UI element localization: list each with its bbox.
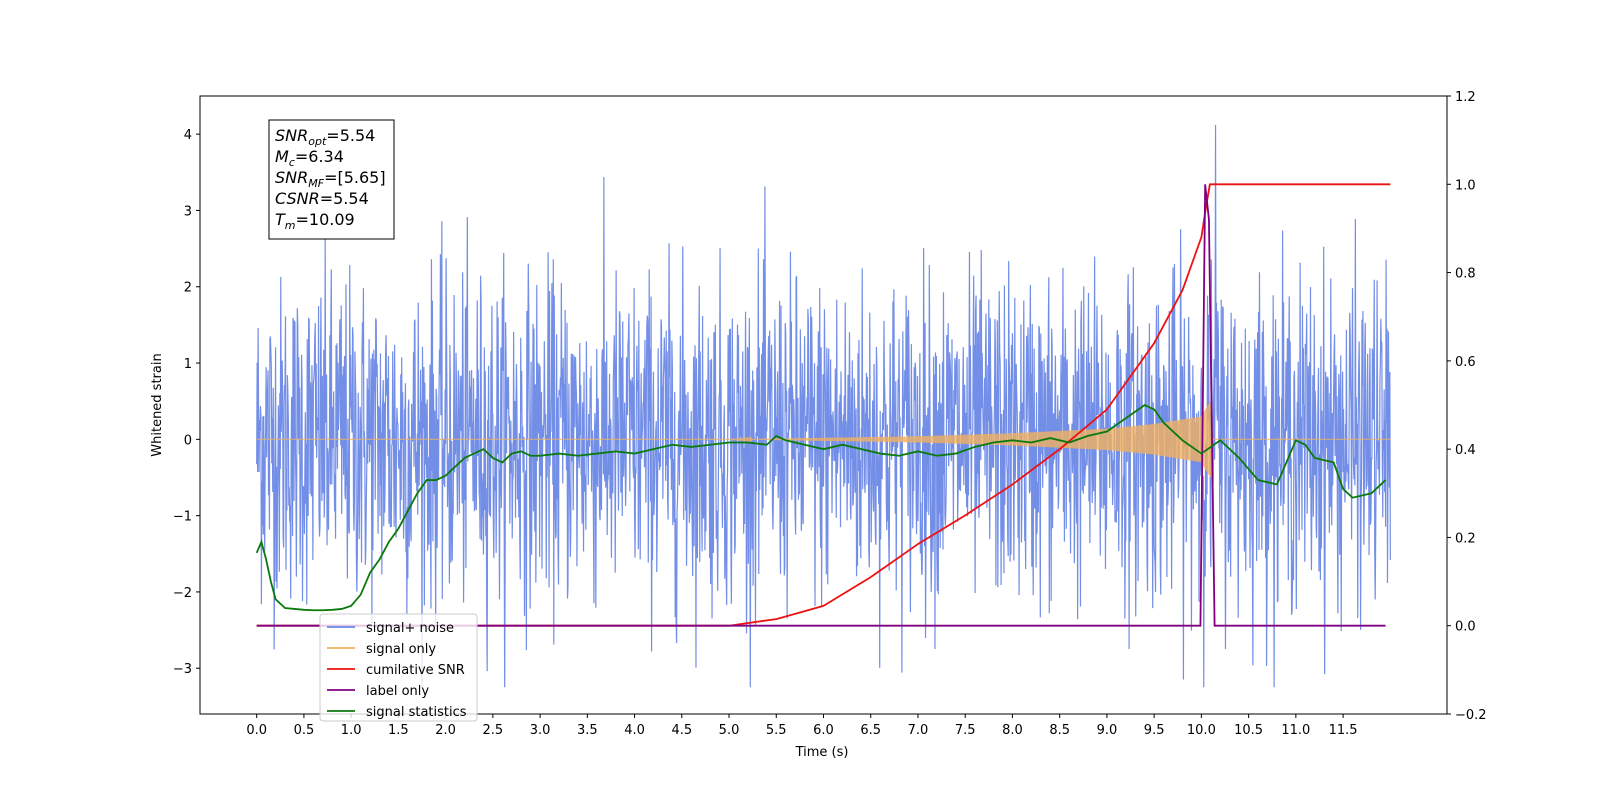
x-axis: 0.0 0.5 1.0 1.5 2.0 2.5 3.0 3.5 4.0 4.5 5.0 5.5 6.0 6… <box>246 714 1358 738</box>
x-tick-label: 6.0 <box>813 723 834 738</box>
x-tick-label: 6.5 <box>860 723 881 738</box>
series-cumulative-snr <box>256 183 1391 627</box>
series-signal-only <box>256 401 1391 478</box>
x-axis-label: Time (s) <box>795 745 849 760</box>
y-tick-label: −2 <box>173 586 192 601</box>
annotation-line: Mc=6.34 <box>275 147 344 169</box>
y-axis-label: Whitened strain <box>150 353 165 456</box>
y-tick-label: 4 <box>184 128 192 143</box>
x-tick-label: 3.0 <box>530 723 551 738</box>
y-right-tick-label: 0.6 <box>1455 355 1476 370</box>
legend: signal+ noise signal only cumilative SNR la… <box>319 613 478 722</box>
signal-statistics-layer <box>255 403 1387 612</box>
x-tick-label: 1.0 <box>341 723 362 738</box>
legend-label: signal only <box>366 642 436 657</box>
legend-frame <box>319 613 478 722</box>
plot-area <box>255 124 1391 688</box>
annotation-frame <box>268 119 395 240</box>
y-right-tick-label: 1.0 <box>1455 178 1476 193</box>
noise-layer <box>256 124 1391 688</box>
x-tick-label: 1.5 <box>388 723 409 738</box>
y-tick-label: 3 <box>184 204 192 219</box>
annotation-line: SNRopt=5.54 <box>275 126 375 148</box>
y-axis-left: −3 −2 −1 0 1 2 3 4 <box>173 128 200 677</box>
annotation-line: SNRMF=[5.65] <box>275 168 386 190</box>
legend-label: signal+ noise <box>366 621 454 636</box>
y-right-tick-label: 0.0 <box>1455 620 1476 635</box>
x-tick-label: 10.5 <box>1234 723 1263 738</box>
x-tick-label: 11.0 <box>1281 723 1310 738</box>
y-tick-label: 2 <box>184 281 192 296</box>
x-tick-label: 10.0 <box>1187 723 1216 738</box>
x-tick-label: 9.0 <box>1097 723 1118 738</box>
series-signal-noise <box>256 124 1391 688</box>
cumulative-snr-layer <box>256 183 1391 627</box>
x-tick-label: 11.5 <box>1329 723 1358 738</box>
y-right-tick-label: −0.2 <box>1455 708 1487 723</box>
y-tick-label: 0 <box>184 433 192 448</box>
legend-label: label only <box>366 684 429 699</box>
x-tick-label: 8.0 <box>1002 723 1023 738</box>
x-tick-label: 7.5 <box>955 723 976 738</box>
y-right-tick-label: 0.8 <box>1455 267 1476 282</box>
series-signal-statistics <box>255 403 1387 612</box>
x-tick-label: 9.5 <box>1144 723 1165 738</box>
x-tick-label: 4.5 <box>671 723 692 738</box>
x-tick-label: 0.0 <box>246 723 267 738</box>
x-tick-label: 2.0 <box>435 723 456 738</box>
x-tick-label: 7.0 <box>908 723 929 738</box>
y-tick-label: 1 <box>184 357 192 372</box>
y-right-tick-label: 1.2 <box>1455 90 1476 105</box>
label-only-layer <box>256 184 1386 627</box>
annotation-line: Tm=10.09 <box>275 210 355 232</box>
x-tick-label: 3.5 <box>577 723 598 738</box>
x-tick-label: 8.5 <box>1049 723 1070 738</box>
y-axis-right: −0.2 0.0 0.2 0.4 0.6 0.8 1.0 1.2 <box>1447 90 1487 723</box>
x-tick-label: 0.5 <box>294 723 315 738</box>
annotation-line: CSNR=5.54 <box>275 189 369 208</box>
series-label-only <box>256 184 1386 627</box>
x-tick-label: 5.5 <box>766 723 787 738</box>
x-tick-label: 5.0 <box>719 723 740 738</box>
y-right-tick-label: 0.4 <box>1455 443 1476 458</box>
signal-only-layer <box>256 401 1391 478</box>
x-tick-label: 4.0 <box>624 723 645 738</box>
y-tick-label: −3 <box>173 662 192 677</box>
y-tick-label: −1 <box>173 510 192 525</box>
x-tick-label: 2.5 <box>483 723 504 738</box>
legend-label: signal statistics <box>366 705 467 720</box>
y-right-tick-label: 0.2 <box>1455 531 1476 546</box>
legend-label: cumilative SNR <box>366 663 465 678</box>
